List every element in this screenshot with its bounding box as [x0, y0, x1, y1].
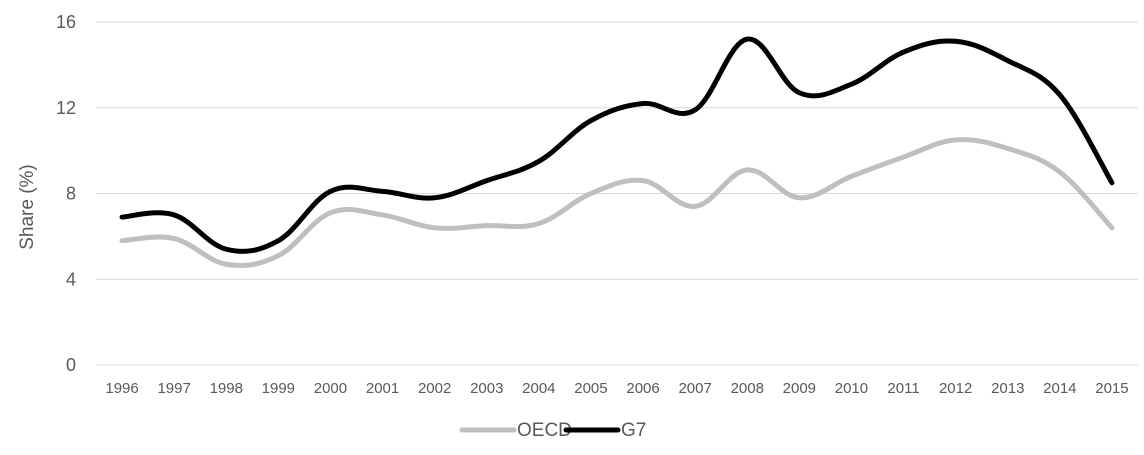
series-line-oecd — [119, 137, 1115, 269]
y-tick-label: 16 — [56, 12, 76, 32]
x-tick-label: 2013 — [991, 380, 1024, 397]
x-tick-label: 2006 — [626, 380, 659, 397]
x-tick-label: 2011 — [887, 380, 919, 397]
x-tick-label: 2002 — [418, 380, 451, 397]
legend-label-oecd: OECD — [517, 420, 572, 441]
x-tick-label: 2010 — [835, 380, 868, 397]
x-tick-label: 2012 — [939, 380, 972, 397]
x-tick-label: 2009 — [783, 380, 816, 397]
x-tick-label: 2015 — [1095, 380, 1128, 397]
x-tick-label: 2001 — [366, 380, 399, 397]
gridlines — [96, 21, 1138, 366]
x-tick-label: 2007 — [678, 380, 711, 397]
x-tick-label: 2008 — [731, 380, 764, 397]
x-tick-label: 1997 — [157, 380, 190, 397]
y-tick-label: 0 — [66, 355, 76, 375]
y-axis-title: Share (%) — [17, 164, 38, 250]
x-tick-label: 2014 — [1043, 380, 1076, 397]
x-tick-label: 1996 — [105, 380, 138, 397]
y-axis-tick-labels: 0 4 8 12 16 — [56, 12, 76, 375]
x-tick-label: 1999 — [262, 380, 295, 397]
series-line-g7 — [119, 36, 1115, 254]
legend: OECD G7 — [459, 420, 646, 441]
x-tick-label: 2003 — [470, 380, 503, 397]
series-lines — [119, 36, 1115, 269]
x-tick-label: 1998 — [210, 380, 243, 397]
x-axis-tick-labels: 1996 1997 1998 1999 2000 2001 2002 2003 2004 2005… — [105, 380, 1128, 397]
x-tick-label: 2005 — [574, 380, 607, 397]
y-tick-label: 4 — [66, 269, 76, 289]
x-tick-label: 2004 — [522, 380, 555, 397]
legend-label-g7: G7 — [621, 420, 646, 441]
y-tick-label: 8 — [66, 184, 76, 204]
y-tick-label: 12 — [56, 98, 76, 118]
x-tick-label: 2000 — [314, 380, 347, 397]
